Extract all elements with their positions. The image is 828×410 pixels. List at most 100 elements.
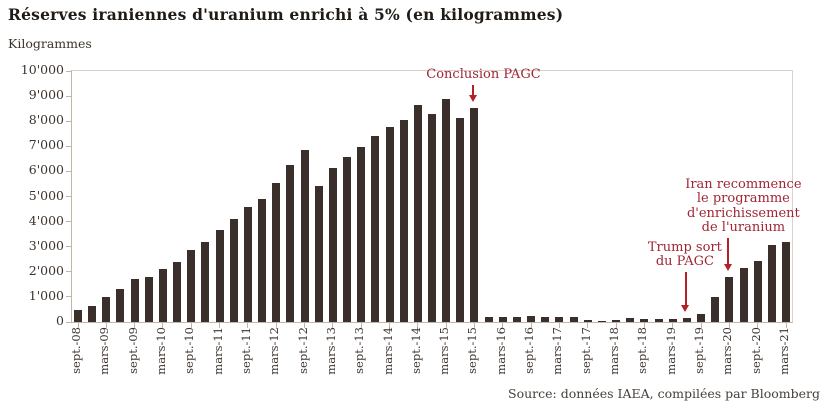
bar — [725, 276, 734, 322]
bar — [272, 182, 281, 322]
x-tick-mark — [219, 323, 221, 328]
annotation-line: Trump sort — [647, 239, 722, 255]
y-tick-mark — [66, 70, 71, 72]
bar — [88, 306, 97, 322]
x-axis-labels: sept.-08 mars-09 sept.-09 mars-10 sept.-10 ma… — [69, 327, 791, 387]
bar — [512, 316, 521, 322]
x-tick-label: mars-13 — [323, 327, 338, 375]
y-tick-mark — [66, 95, 71, 97]
x-tick-mark — [304, 323, 306, 328]
y-tick-label: 2'000 — [28, 262, 64, 278]
bar — [470, 107, 479, 322]
y-tick-mark — [66, 246, 71, 248]
x-tick-label: sept.-11 — [238, 327, 253, 374]
x-tick-mark — [417, 323, 419, 328]
x-tick-label: sept.-20 — [748, 327, 763, 374]
bar — [343, 157, 352, 322]
y-tick-label: 7'000 — [28, 137, 64, 153]
x-tick-label: sept.-10 — [182, 327, 197, 374]
source-credit: Source: données IAEA, compilées par Bloo… — [508, 386, 820, 401]
x-tick-mark — [190, 323, 192, 328]
bar — [413, 105, 422, 322]
x-tick-mark — [77, 323, 79, 328]
x-tick-mark — [728, 323, 730, 328]
x-tick-mark — [785, 323, 787, 328]
y-tick-mark — [66, 321, 71, 323]
x-tick-mark — [247, 323, 249, 328]
annotation-arrow-trump-sort-du-pagc — [681, 271, 690, 312]
x-tick-mark — [643, 323, 645, 328]
bar — [682, 317, 691, 322]
x-tick-mark — [162, 323, 164, 328]
x-tick-mark — [332, 323, 334, 328]
annotation-line: du PAGC — [655, 254, 714, 270]
bar — [371, 136, 380, 322]
x-tick-mark — [757, 323, 759, 328]
bar — [782, 242, 790, 322]
bar — [527, 316, 536, 322]
bar — [498, 316, 507, 322]
x-tick-label: sept.-17 — [578, 327, 593, 374]
x-tick-label: mars-21 — [777, 327, 791, 375]
bar — [767, 245, 776, 322]
y-tick-label: 10'000 — [20, 62, 64, 77]
bar — [314, 186, 323, 322]
x-tick-mark — [473, 323, 475, 328]
x-tick-mark — [105, 323, 107, 328]
x-tick-label: mars-10 — [153, 327, 168, 375]
bar — [201, 242, 210, 322]
x-tick-label: sept.-08 — [69, 327, 83, 374]
annotation-arrow-iran-recommence — [723, 237, 733, 271]
x-tick-mark — [502, 323, 504, 328]
x-tick-label: sept.-16 — [522, 327, 537, 374]
y-tick-mark — [66, 120, 71, 122]
bar — [130, 278, 139, 322]
x-tick-label: mars-14 — [380, 327, 395, 375]
bar — [583, 319, 592, 322]
bar — [158, 268, 167, 322]
x-tick-label: sept.-14 — [408, 327, 423, 374]
bar — [640, 319, 649, 322]
arrow-head-icon — [468, 94, 477, 102]
x-tick-mark — [615, 323, 617, 328]
bar — [697, 313, 706, 322]
y-axis-unit-label: Kilogrammes — [8, 36, 92, 51]
bar — [173, 261, 182, 322]
bar — [654, 319, 663, 322]
y-tick-mark — [66, 145, 71, 147]
x-tick-mark — [275, 323, 277, 328]
x-tick-label: mars-15 — [437, 327, 452, 375]
x-tick-mark — [360, 323, 362, 328]
bar — [385, 126, 394, 322]
x-tick-mark — [389, 323, 391, 328]
y-tick-label: 6'000 — [28, 162, 64, 178]
x-tick-mark — [445, 323, 447, 328]
bar — [711, 297, 720, 322]
annotation-trump-sort-du-pagc: Trump sort du PAGC — [647, 239, 722, 270]
plot-area — [66, 70, 793, 328]
bar — [229, 219, 238, 322]
bar — [300, 149, 309, 322]
y-tick-label: 4'000 — [28, 212, 64, 228]
annotation-line: de l'uranium — [701, 220, 786, 236]
x-tick-mark — [672, 323, 674, 328]
x-tick-label: sept.-13 — [352, 327, 367, 374]
x-tick-label: sept.-15 — [465, 327, 480, 374]
bar — [569, 316, 578, 322]
y-tick-mark — [66, 296, 71, 298]
bar — [442, 98, 451, 322]
bar — [753, 261, 762, 322]
annotation-line: le programme — [696, 191, 790, 207]
x-tick-mark — [587, 323, 589, 328]
x-tick-label: mars-12 — [267, 327, 282, 375]
x-tick-label: sept.-12 — [295, 327, 310, 374]
bar — [328, 168, 337, 322]
arrow-head-icon — [723, 263, 732, 271]
x-tick-mark — [134, 323, 136, 328]
arrow-shaft — [472, 84, 475, 96]
x-tick-label: mars-18 — [607, 327, 622, 375]
annotation-arrow-conclusion-pagc — [468, 84, 478, 102]
x-tick-label: mars-20 — [720, 327, 735, 375]
y-tick-label: 1'000 — [28, 287, 64, 303]
bar — [144, 276, 153, 322]
